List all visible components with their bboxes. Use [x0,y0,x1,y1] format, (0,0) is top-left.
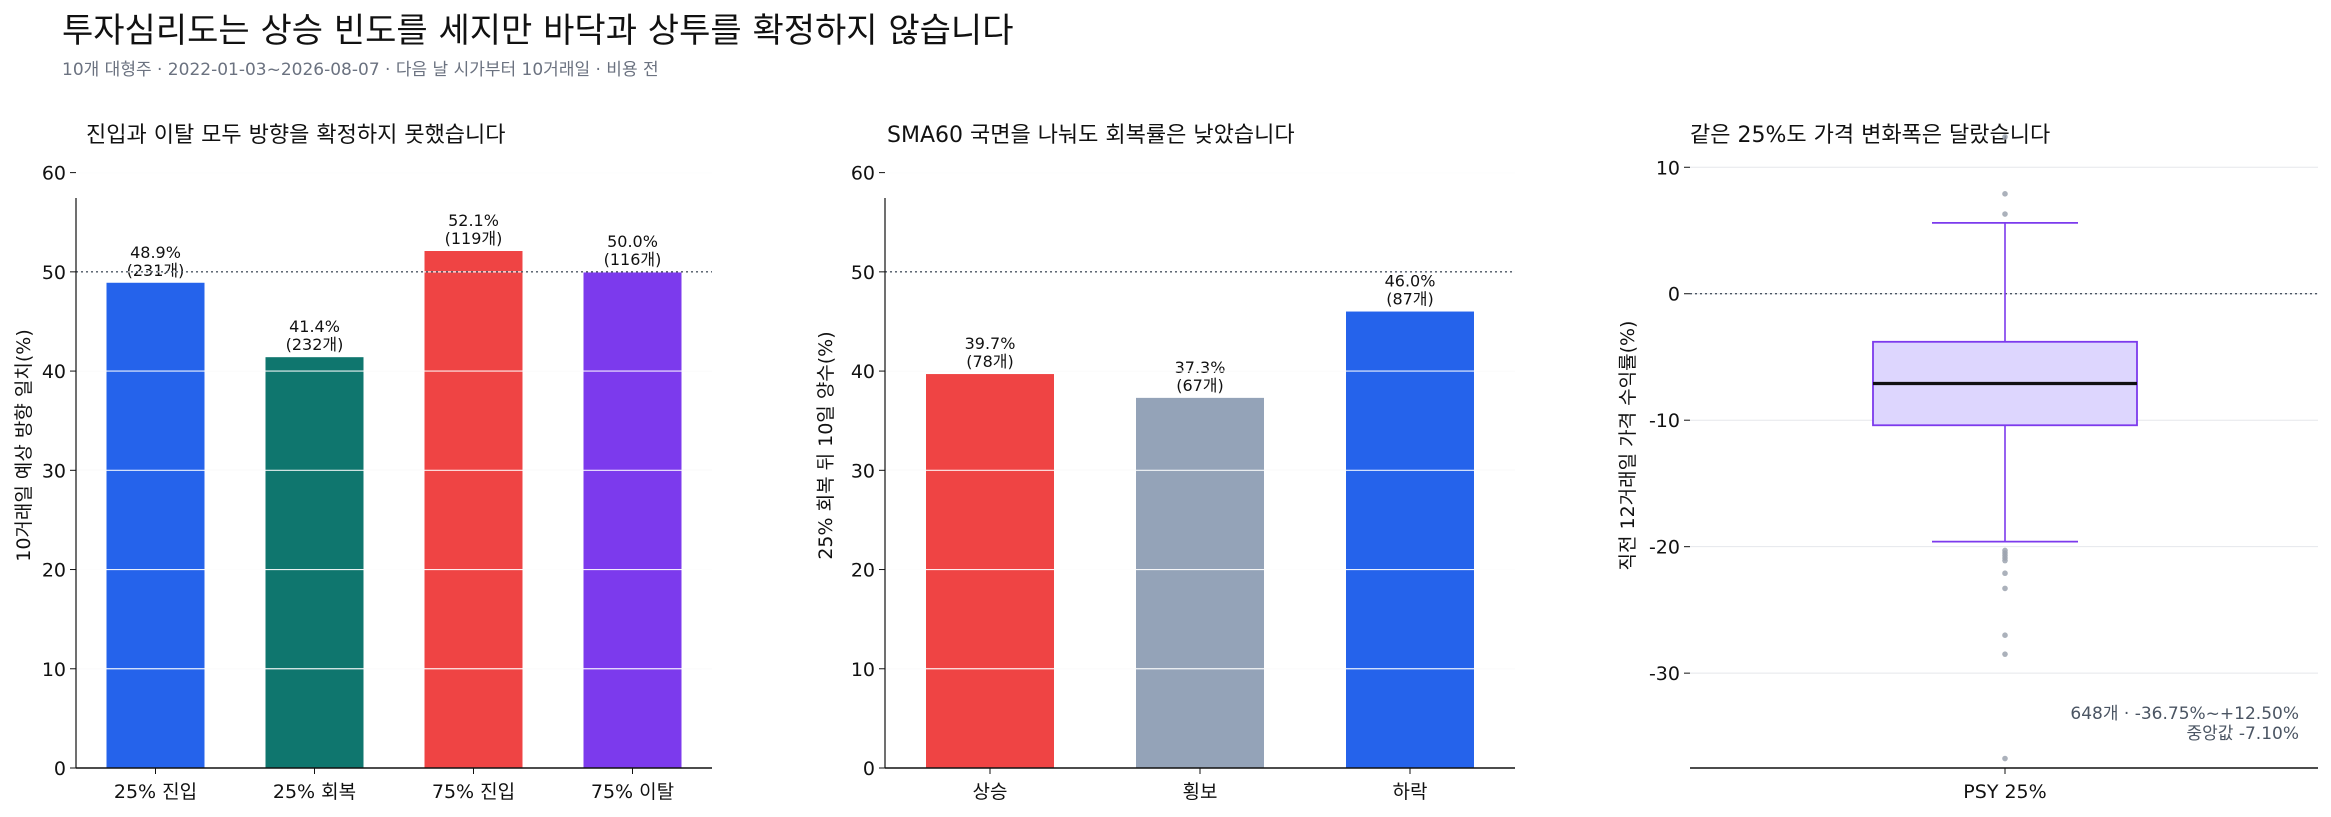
chart-panel-2: SMA60 국면을 나눠도 회복률은 낮았습니다 0 10 20 30 40 50 60 25%… [815,123,1515,803]
chart-panel-3: 같은 25%도 가격 변화폭은 달랐습니다 10 0 -10 -20 -30 직전 12거래… [1617,123,2318,803]
bar-value-label: 41.4% [289,317,340,336]
box-note-median: 중앙값 -7.10% [2187,724,2299,744]
outlier-point [2002,755,2008,762]
bar [424,251,523,768]
y-tick-label: 50 [851,262,875,284]
y-axis-title: 25% 회복 뒤 10일 양수(%) [815,331,837,559]
x-tick-label: 25% 회복 [273,781,356,803]
bar-value-label: 39.7% [965,334,1016,353]
bar-count-label: (116개) [604,250,662,269]
y-tick-label: 0 [54,758,66,780]
x-tick-label: PSY 25% [1963,781,2046,803]
y-tick-label: 0 [1668,284,1680,306]
y-tick-label: 30 [42,460,66,482]
bar-value-label: 50.0% [607,232,658,251]
panels: 진입과 이탈 모두 방향을 확정하지 못했습니다 0 10 20 30 40 50 60 10거… [13,123,2318,803]
bar-count-label: (119개) [445,229,503,248]
bar-count-label: (67개) [1176,376,1224,395]
bar [926,374,1054,768]
figure-title: 투자심리도는 상승 빈도를 세지만 바닥과 상투를 확정하지 않습니다 [62,11,1014,51]
bar-value-label: 52.1% [448,211,499,230]
box-note-range: 648개 · -36.75%~+12.50% [2070,704,2299,724]
y-tick-label: -30 [1649,663,1680,685]
y-tick-label: 0 [863,758,875,780]
panel-title: SMA60 국면을 나눠도 회복률은 낮았습니다 [887,123,1295,148]
y-tick-label: 20 [851,560,875,582]
bar [265,357,364,768]
x-tick-label: 상승 [973,781,1008,803]
outlier-point [2002,557,2008,564]
chart-panel-1: 진입과 이탈 모두 방향을 확정하지 못했습니다 0 10 20 30 40 50 60 10거… [13,123,712,803]
panel-title: 진입과 이탈 모두 방향을 확정하지 못했습니다 [86,123,506,148]
bar [1136,397,1264,768]
x-tick-label: 75% 이탈 [591,781,674,803]
y-tick-label: 50 [42,262,66,284]
y-tick-label: 60 [851,163,875,185]
outlier-point [2002,570,2008,577]
y-tick-label: 40 [42,361,66,383]
y-tick-label: 10 [1656,157,1680,179]
bar [583,271,682,768]
bar-value-label: 46.0% [1385,272,1436,291]
outlier-point [2002,211,2008,217]
outlier-point [2002,191,2008,197]
bar [1346,311,1474,768]
bar-count-label: (78개) [966,352,1014,371]
bar-count-label: (231개) [127,261,185,280]
x-tick-label: 75% 진입 [432,781,515,803]
y-tick-label: 10 [851,659,875,681]
y-tick-label: 20 [42,560,66,582]
y-tick-label: 30 [851,460,875,482]
bar-count-label: (232개) [286,335,344,354]
y-axis-title: 10거래일 예상 방향 일치(%) [13,329,35,562]
x-tick-label: 하락 [1393,781,1428,803]
bar-value-label: 37.3% [1175,358,1226,377]
bar-count-label: (87개) [1386,290,1434,309]
y-tick-label: 10 [42,659,66,681]
outlier-point [2002,585,2008,592]
y-tick-label: -10 [1649,410,1680,432]
outlier-point [2002,134,2008,140]
bar-value-label: 48.9% [130,243,181,262]
y-tick-label: 40 [851,361,875,383]
y-tick-label: 60 [42,163,66,185]
x-tick-label: 25% 진입 [114,781,197,803]
panel-title: 같은 25%도 가격 변화폭은 달랐습니다 [1690,123,2050,148]
figure-subtitle: 10개 대형주 · 2022-01-03~2026-08-07 · 다음 날 시… [62,60,659,80]
x-tick-label: 횡보 [1183,781,1218,803]
y-axis-title: 직전 12거래일 가격 수익률(%) [1617,321,1639,571]
outlier-point [2002,651,2008,657]
outlier-point [2002,632,2008,639]
bar [106,282,205,768]
y-tick-label: -20 [1649,537,1680,559]
